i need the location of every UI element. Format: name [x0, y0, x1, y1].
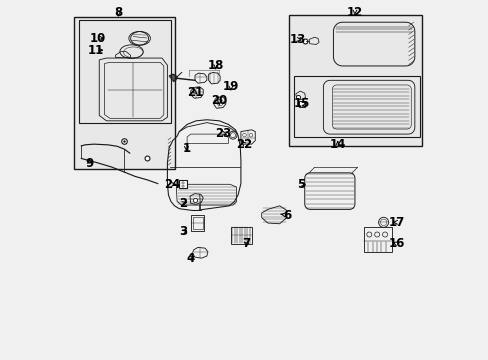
Text: 17: 17 [388, 216, 404, 229]
Text: 21: 21 [186, 86, 203, 99]
Text: 5: 5 [296, 178, 305, 191]
Text: 22: 22 [236, 138, 252, 150]
Text: 6: 6 [280, 209, 291, 222]
Text: 4: 4 [186, 252, 194, 265]
Text: 10: 10 [90, 32, 106, 45]
Text: 9: 9 [85, 157, 94, 170]
Text: 15: 15 [293, 98, 309, 111]
Text: 24: 24 [163, 178, 180, 191]
Text: 7: 7 [242, 237, 250, 250]
Text: 1: 1 [182, 142, 190, 155]
Text: 11: 11 [87, 44, 103, 57]
Text: 8: 8 [114, 6, 122, 19]
Text: 3: 3 [179, 225, 187, 238]
Bar [79, 21, 171, 123]
Text: 16: 16 [388, 237, 404, 250]
Text: 12: 12 [346, 6, 362, 19]
Bar [289, 15, 421, 146]
Text: 13: 13 [289, 33, 305, 46]
Text: 2: 2 [179, 197, 187, 210]
Bar [293, 76, 419, 137]
Polygon shape [169, 74, 177, 81]
Bar [192, 217, 202, 229]
Bar [230, 226, 252, 244]
Bar [190, 215, 204, 231]
Bar [363, 227, 391, 252]
Text: 18: 18 [207, 59, 224, 72]
Bar [74, 17, 174, 169]
Text: 14: 14 [329, 138, 345, 151]
Text: 20: 20 [211, 94, 227, 107]
Text: 19: 19 [222, 80, 239, 93]
Text: 23: 23 [214, 127, 231, 140]
